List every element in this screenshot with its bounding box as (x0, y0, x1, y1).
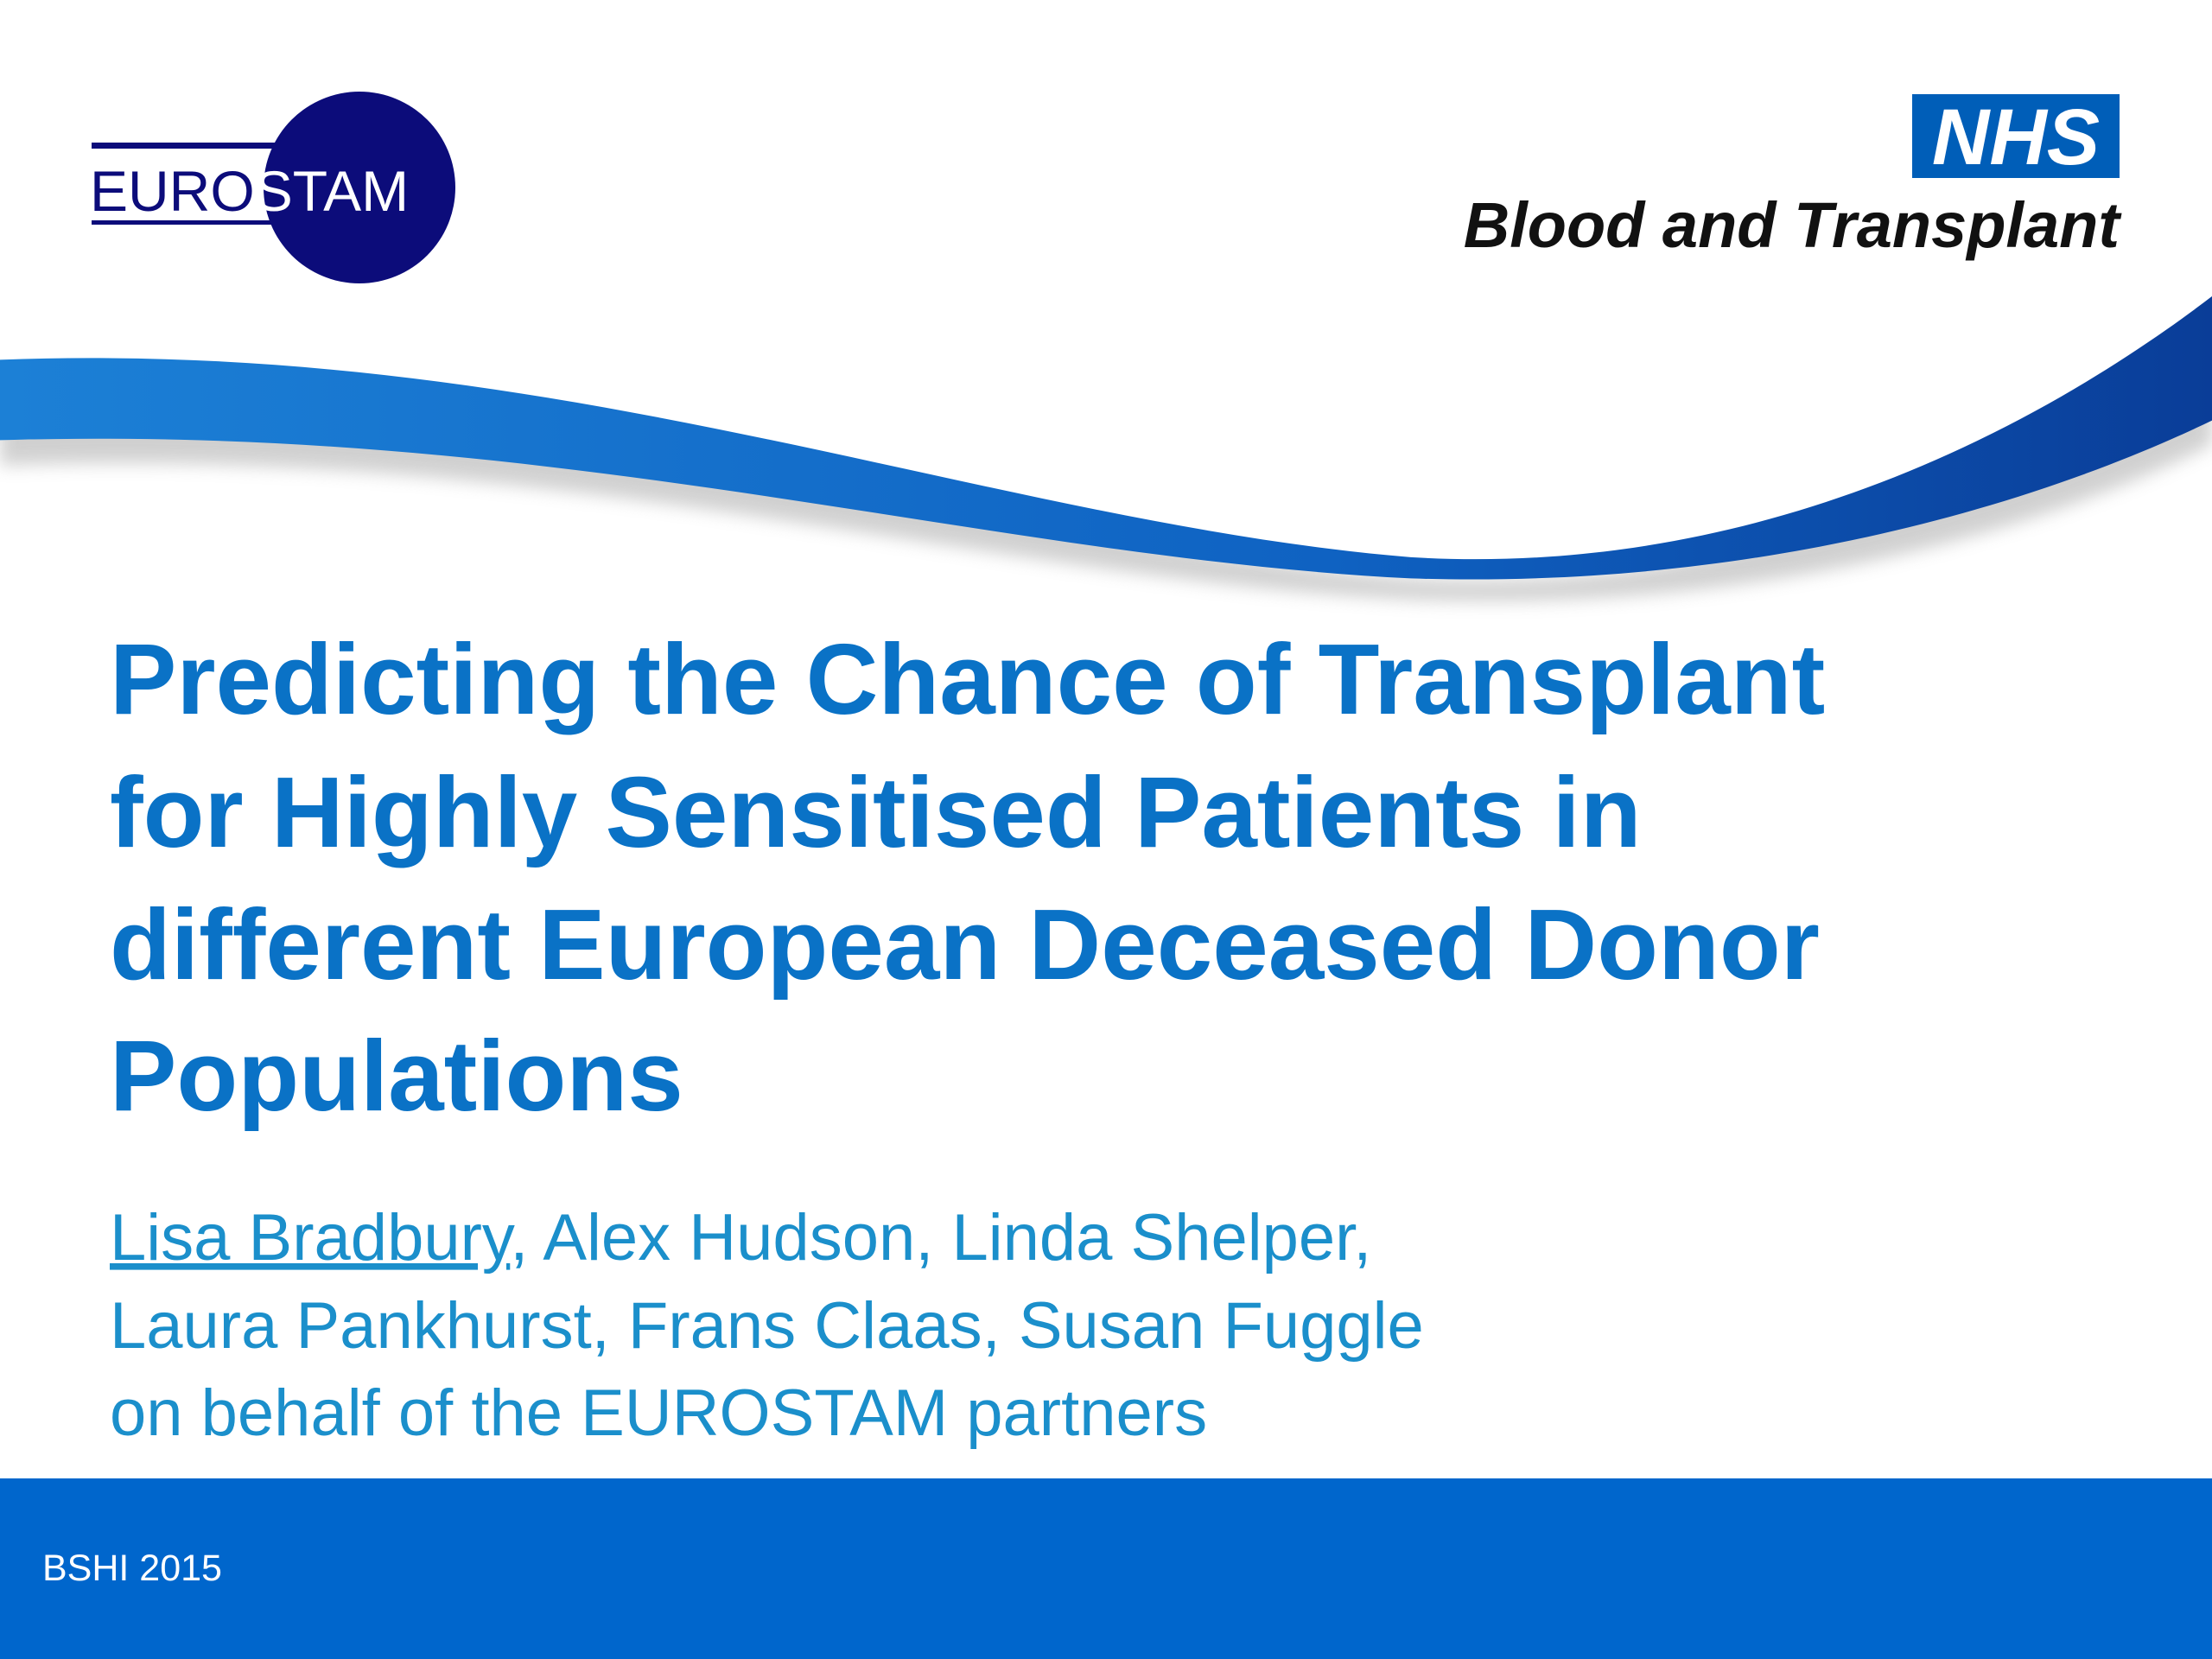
wave-ribbon (0, 296, 2212, 580)
authors: Lisa Bradbury, Alex Hudson, Linda Shelpe… (110, 1201, 1424, 1450)
title-line: Populations (110, 1020, 683, 1132)
nhs-unit: Blood and Transplant (1464, 189, 2123, 261)
wave (0, 296, 2212, 601)
title-line: for Highly Sensitised Patients in (110, 756, 1642, 868)
author-line: Lisa Bradbury, Alex Hudson, Linda Shelpe… (110, 1201, 1371, 1274)
footer-text: BSHI 2015 (42, 1548, 222, 1589)
presenter: Lisa Bradbury (110, 1201, 515, 1274)
author-line: Laura Pankhurst, Frans Claas, Susan Fugg… (110, 1289, 1424, 1363)
logo-text-euro: EURO (90, 159, 255, 223)
logo-circle (264, 92, 455, 283)
nhs-text: NHS (1932, 93, 2100, 181)
logo-text-stam: STAM (255, 159, 409, 223)
title: Predicting the Chance of Transplant for … (110, 623, 1825, 1132)
logo-text: EUROSTAM (90, 159, 409, 223)
logo-bar (92, 220, 446, 225)
nhs-box (1912, 94, 2120, 178)
eurostam-logo: EUROSTAM (90, 92, 455, 283)
author-names: , Alex Hudson, Linda Shelper, (510, 1201, 1371, 1274)
title-line: Predicting the Chance of Transplant (110, 623, 1825, 735)
author-line: on behalf of the EUROSTAM partners (110, 1376, 1207, 1450)
footer-bar (0, 1478, 2212, 1659)
nhs-logo: NHS Blood and Transplant (1464, 93, 2123, 261)
title-line: different European Deceased Donor (110, 888, 1820, 1001)
logo-bar (92, 143, 377, 149)
